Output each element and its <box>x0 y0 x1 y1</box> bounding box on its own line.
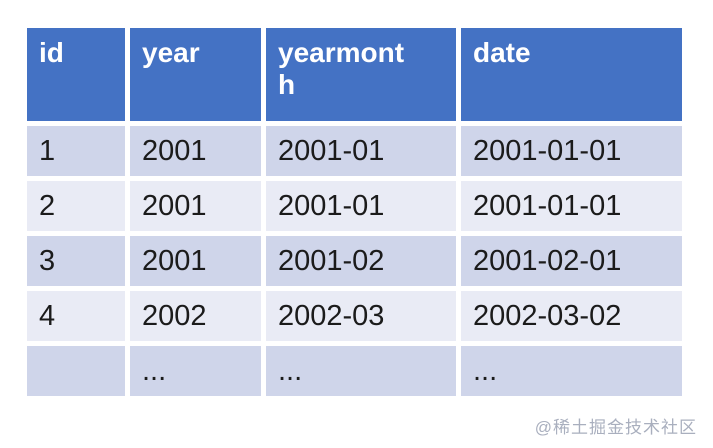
column-header-year-label: year <box>142 37 200 68</box>
table-cell: ... <box>130 346 261 396</box>
table-cell <box>27 346 125 396</box>
table-cell: 4 <box>27 291 125 341</box>
table-cell: 2002-03 <box>266 291 456 341</box>
table-cell: 2001-01-01 <box>461 181 682 231</box>
table-cell: 2001-02-01 <box>461 236 682 286</box>
column-header-date: date <box>461 28 682 121</box>
column-header-yearmonth-label: yearmonth <box>278 37 405 101</box>
table-cell: 2 <box>27 181 125 231</box>
table-cell: 2001-01 <box>266 181 456 231</box>
table-cell: 1 <box>27 126 125 176</box>
table-cell: 2002 <box>130 291 261 341</box>
table-cell: ... <box>461 346 682 396</box>
table-cell: 3 <box>27 236 125 286</box>
table-cell: 2001-01 <box>266 126 456 176</box>
column-header-year: year <box>130 28 261 121</box>
column-header-id-label: id <box>39 37 64 68</box>
column-header-id: id <box>27 28 125 121</box>
table-cell: 2001-02 <box>266 236 456 286</box>
table-cell: ... <box>266 346 456 396</box>
column-header-date-label: date <box>473 37 531 68</box>
watermark: @稀土掘金技术社区 <box>534 418 697 437</box>
column-header-yearmonth: yearmonth <box>266 28 456 121</box>
table-cell: 2001-01-01 <box>461 126 682 176</box>
data-table: id year yearmonth date 1 2001 2001-01 20… <box>27 28 682 396</box>
table-cell: 2001 <box>130 181 261 231</box>
table-cell: 2002-03-02 <box>461 291 682 341</box>
table-cell: 2001 <box>130 236 261 286</box>
table-cell: 2001 <box>130 126 261 176</box>
